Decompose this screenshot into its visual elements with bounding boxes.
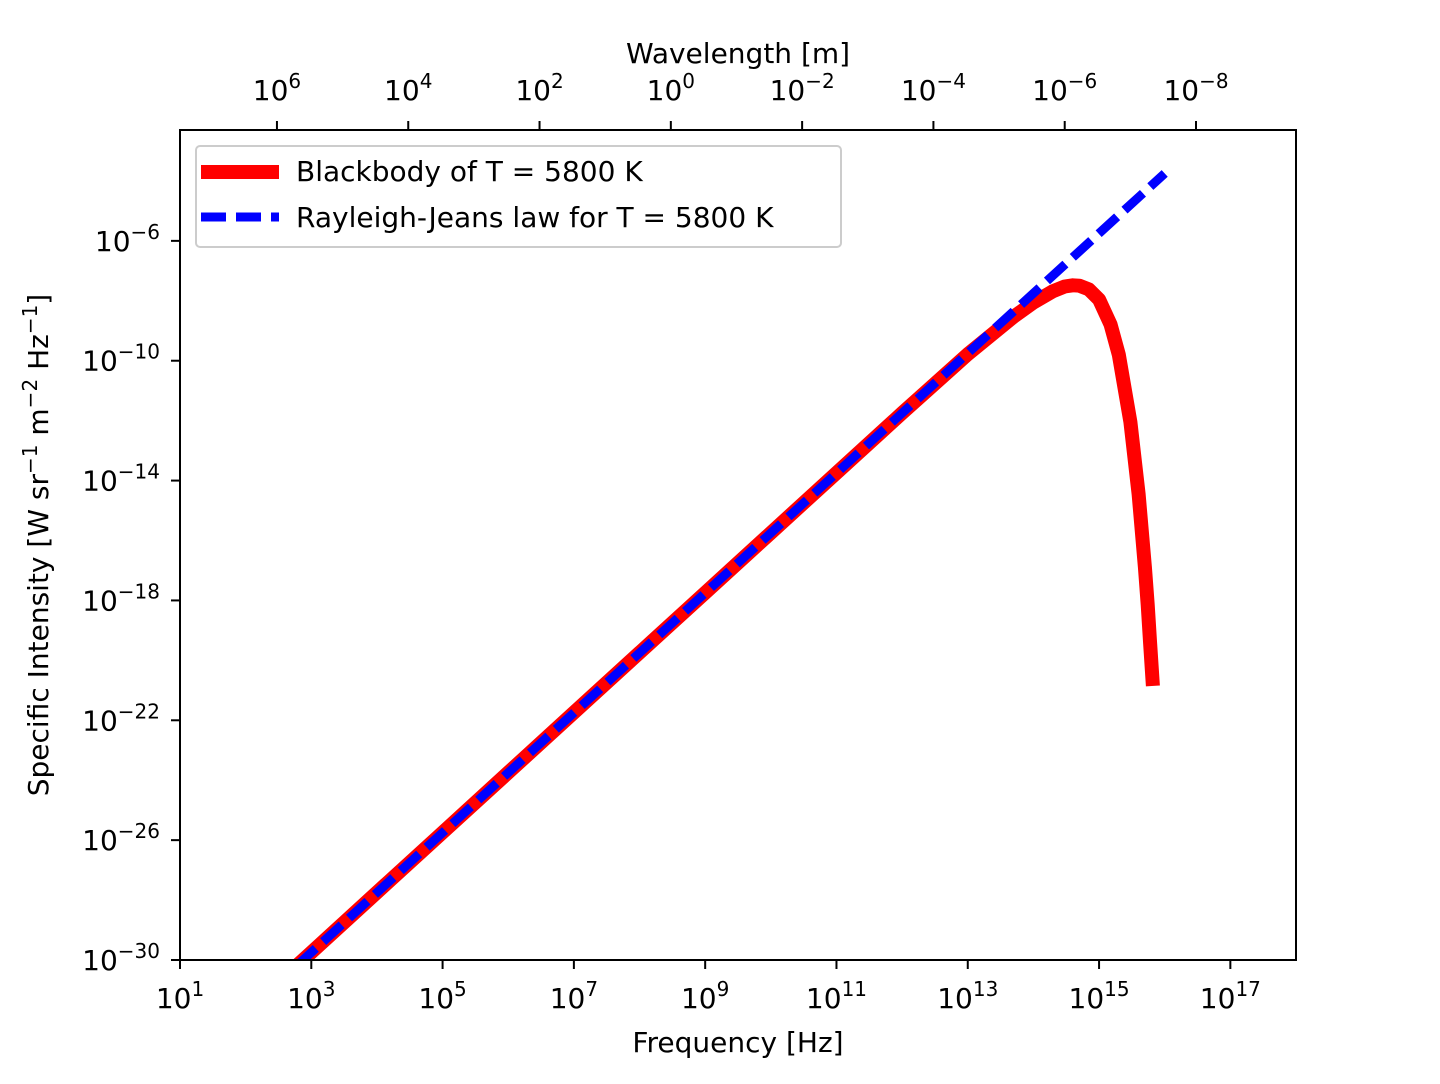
- y-tick-label: 10−26: [82, 819, 160, 857]
- secondary-x-tick-label: 10−6: [1032, 69, 1097, 107]
- y-axis-label: Specific Intensity [W sr−1 m−2 Hz−1]: [18, 294, 55, 797]
- x-axis-ticks: 101 103 105 107 109 1011 1013 1015 1017: [156, 960, 1261, 1015]
- x-tick-label: 103: [287, 977, 335, 1015]
- secondary-x-axis-label: Wavelength [m]: [626, 37, 850, 70]
- x-tick-label: 1013: [937, 977, 998, 1015]
- x-tick-label: 101: [156, 977, 204, 1015]
- y-axis-ticks: 10−6 10−10 10−14 10−18 10−22 10−26 10−30: [82, 220, 180, 977]
- x-tick-label: 107: [550, 977, 598, 1015]
- legend-label-blackbody: Blackbody of T = 5800 K: [296, 155, 643, 188]
- y-tick-label: 10−18: [82, 579, 160, 617]
- y-tick-label: 10−10: [82, 340, 160, 378]
- plot-area: [180, 130, 1296, 960]
- legend: Blackbody of T = 5800 K Rayleigh-Jeans l…: [195, 145, 842, 248]
- secondary-x-tick-label: 10−2: [770, 69, 835, 107]
- legend-box: [195, 145, 842, 248]
- y-tick-label: 10−14: [82, 460, 160, 498]
- series-layer: [292, 170, 1168, 960]
- plot-frame: [179, 129, 1297, 961]
- x-tick-label: 1015: [1069, 977, 1130, 1015]
- series-line-rayleigh-jeans: [296, 170, 1168, 960]
- x-tick-label: 105: [418, 977, 466, 1015]
- y-tick-label: 10−22: [82, 699, 160, 737]
- secondary-x-tick-label: 106: [253, 69, 301, 107]
- secondary-x-tick-label: 10−4: [901, 69, 966, 107]
- x-tick-label: 1011: [806, 977, 867, 1015]
- x-axis-label: Frequency [Hz]: [632, 1026, 843, 1059]
- secondary-x-axis-ticks: 106 104 102 100 10−2 10−4 10−6 10−8: [253, 69, 1229, 130]
- x-tick-label: 1017: [1200, 977, 1261, 1015]
- legend-label-rayleigh-jeans: Rayleigh-Jeans law for T = 5800 K: [296, 201, 774, 234]
- secondary-x-tick-label: 100: [647, 69, 695, 107]
- y-tick-label: 10−30: [82, 939, 160, 977]
- x-tick-label: 109: [681, 977, 729, 1015]
- y-tick-label: 10−6: [95, 220, 160, 258]
- secondary-x-tick-label: 104: [384, 69, 432, 107]
- secondary-x-tick-label: 10−8: [1163, 69, 1228, 107]
- secondary-x-tick-label: 102: [515, 69, 563, 107]
